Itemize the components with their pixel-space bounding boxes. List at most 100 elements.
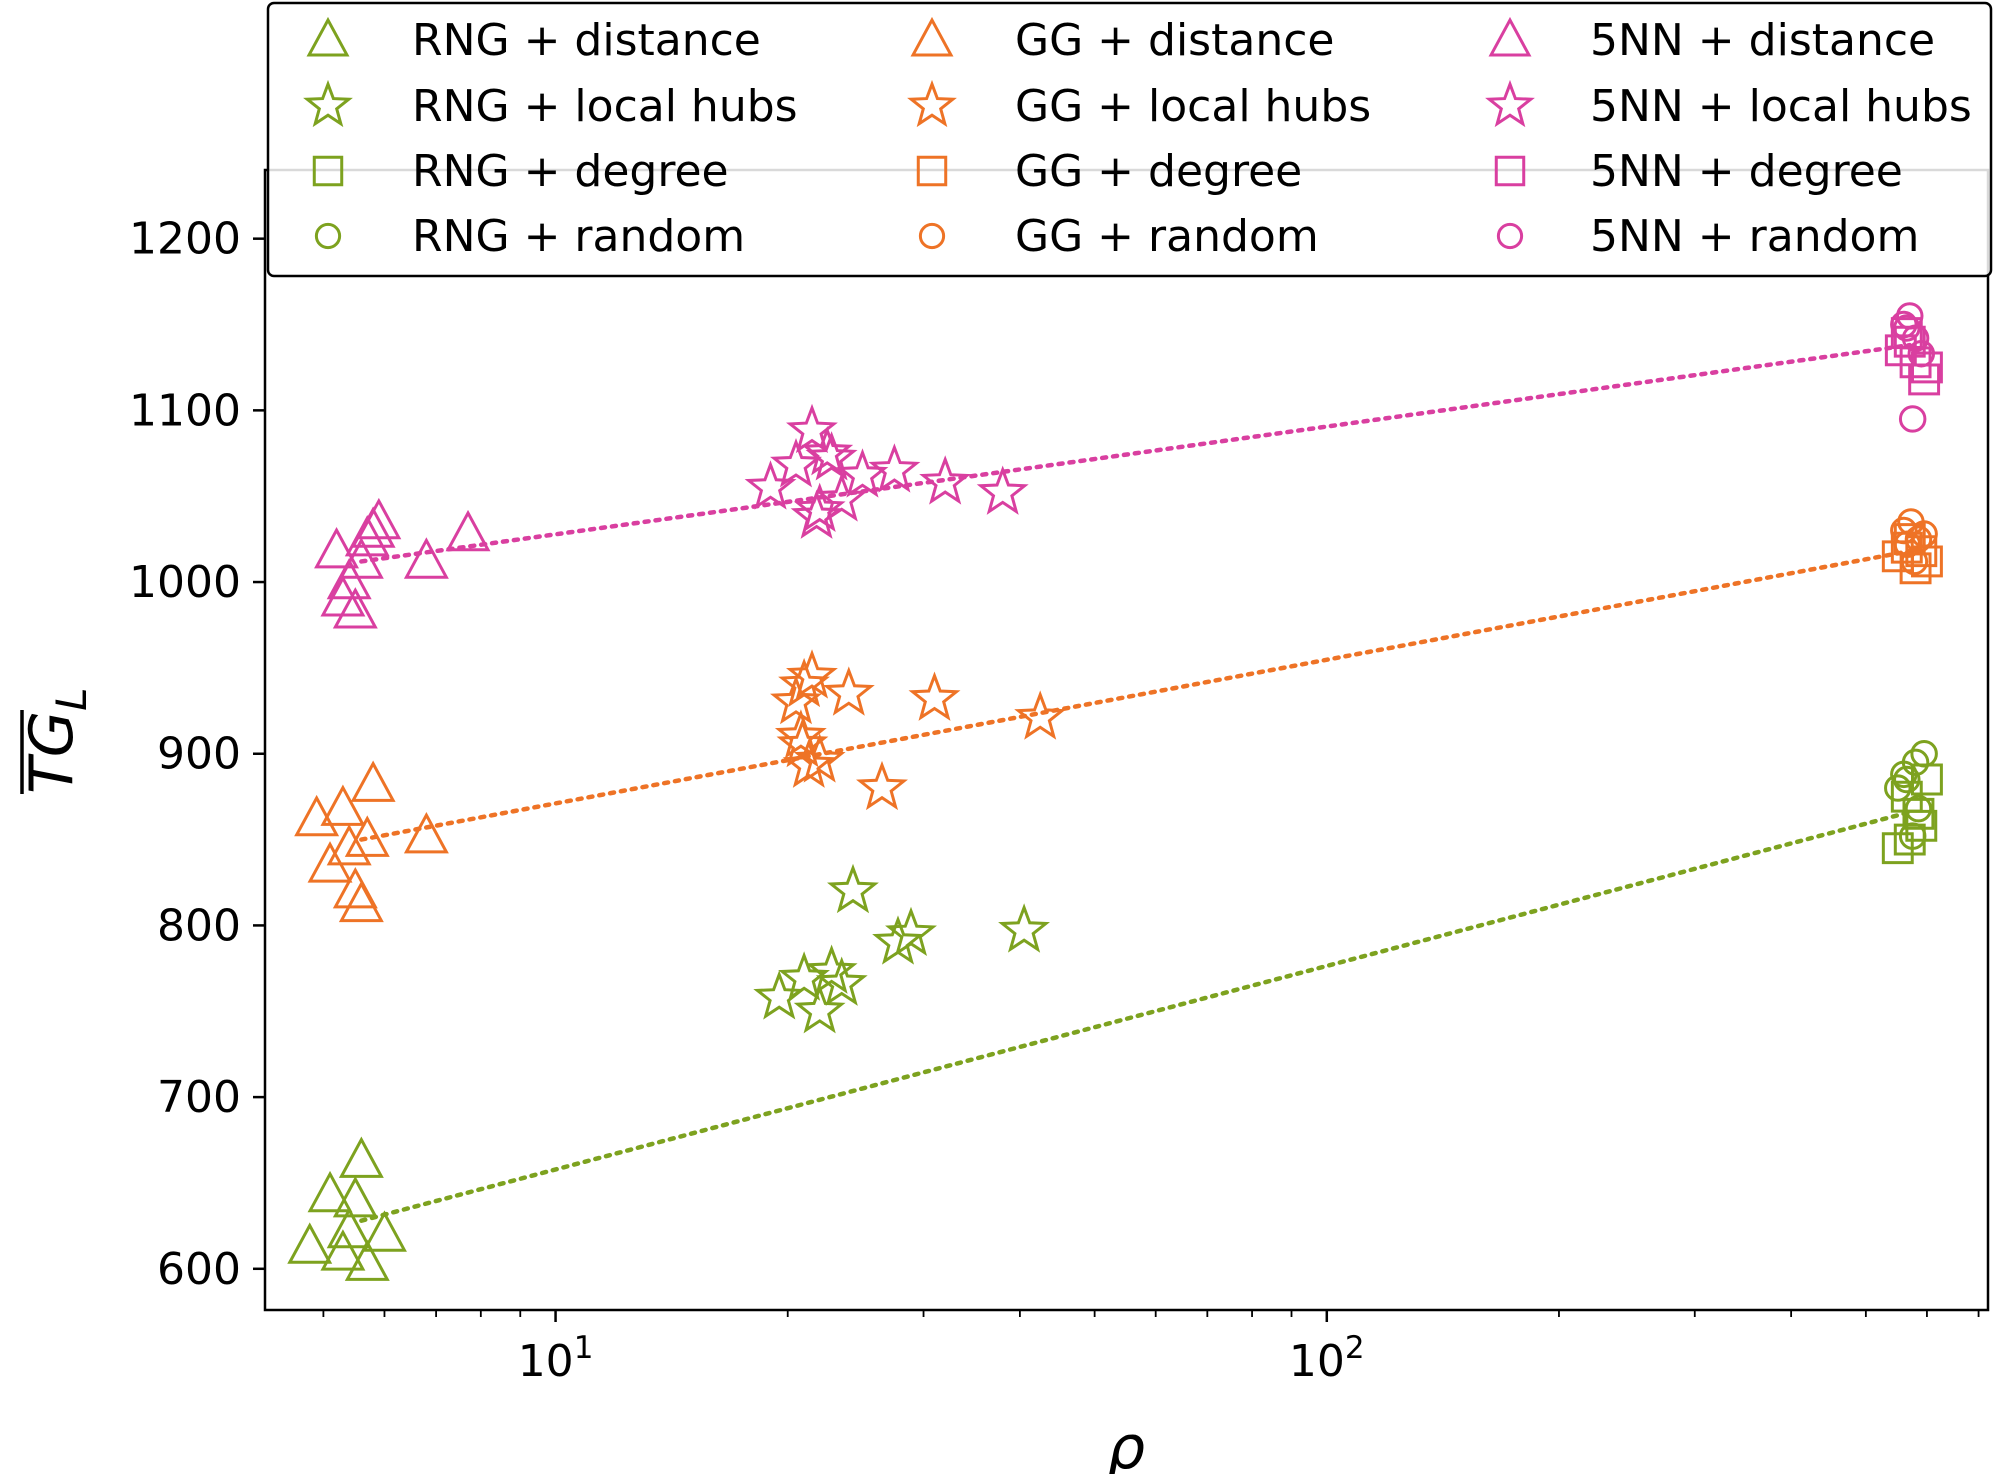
point-gg-distance xyxy=(344,815,390,857)
legend-label: GG + random xyxy=(1015,211,1319,262)
x-tick-label: 101 xyxy=(518,1330,594,1387)
point-gg-random xyxy=(1900,547,1929,576)
legend-marker xyxy=(1496,222,1524,250)
legend-label: GG + distance xyxy=(1015,15,1334,66)
legend-marker xyxy=(918,222,946,250)
y-tick-label: 700 xyxy=(157,1072,241,1123)
trend-lines xyxy=(359,342,1913,1223)
point-gg-local-hubs xyxy=(770,674,822,725)
point-rng-local-hubs xyxy=(753,970,806,1020)
point-5nn-degree xyxy=(1910,351,1943,384)
y-axis: 600 700 800 900 1000 1100 1200 xyxy=(129,214,265,1295)
point-rng-local-hubs xyxy=(885,906,937,957)
point-rng-distance xyxy=(338,1136,384,1178)
y-axis-label-main: TG xyxy=(17,711,87,794)
point-gg-local-hubs xyxy=(778,657,830,708)
legend-label: 5NN + random xyxy=(1590,211,1919,262)
point-rng-distance xyxy=(320,1229,366,1271)
point-5nn-random xyxy=(1907,339,1936,368)
point-gg-distance xyxy=(350,760,396,802)
y-tick-label: 1000 xyxy=(129,557,241,608)
x-axis-label: ρ xyxy=(1107,1413,1145,1474)
data-points xyxy=(287,302,1943,1281)
legend-marker xyxy=(1488,16,1532,57)
legend-marker xyxy=(306,16,350,57)
trend-line-gg xyxy=(359,548,1913,842)
point-rng-random xyxy=(1884,774,1912,802)
point-5nn-local-hubs xyxy=(976,465,1029,515)
point-5nn-local-hubs xyxy=(793,482,846,532)
legend-label: RNG + random xyxy=(412,211,745,262)
point-rng-distance xyxy=(332,1175,378,1218)
point-gg-distance xyxy=(338,880,384,923)
point-5nn-distance xyxy=(332,587,378,629)
point-gg-local-hubs xyxy=(776,717,829,768)
y-tick-label: 600 xyxy=(157,1244,241,1295)
point-rng-distance xyxy=(307,1170,353,1213)
point-gg-random xyxy=(1893,530,1922,559)
point-rng-local-hubs xyxy=(815,956,868,1006)
legend-label: GG + local hubs xyxy=(1015,81,1371,132)
y-axis-label-subscript: L xyxy=(47,687,96,710)
point-5nn-distance xyxy=(338,537,384,579)
point-gg-distance xyxy=(326,824,372,866)
legend-label: 5NN + local hubs xyxy=(1590,81,1972,132)
point-5nn-distance xyxy=(403,537,449,579)
legend-marker xyxy=(916,155,948,187)
x-tick-label: 102 xyxy=(1289,1330,1365,1387)
point-rng-local-hubs xyxy=(805,944,858,994)
point-5nn-distance xyxy=(314,527,360,569)
legend-label: RNG + degree xyxy=(412,146,729,197)
point-gg-local-hubs xyxy=(856,760,908,811)
point-gg-distance xyxy=(320,784,366,826)
point-5nn-distance xyxy=(344,514,390,557)
point-5nn-random xyxy=(1893,314,1921,342)
point-rng-local-hubs xyxy=(827,863,879,914)
point-5nn-local-hubs xyxy=(919,455,972,505)
legend: RNG + distance RNG + local hubs RNG + degr… xyxy=(266,1,1993,278)
legend-marker xyxy=(910,16,954,57)
point-rng-random xyxy=(1893,765,1921,794)
point-rng-random xyxy=(1901,748,1930,777)
point-gg-local-hubs xyxy=(793,733,846,783)
point-rng-random xyxy=(1904,794,1933,823)
trend-line-5nn xyxy=(359,342,1913,564)
point-5nn-local-hubs xyxy=(868,443,921,493)
point-rng-random xyxy=(1898,822,1927,850)
point-gg-local-hubs xyxy=(908,671,961,721)
point-gg-local-hubs xyxy=(774,709,827,759)
legend-label: GG + degree xyxy=(1015,146,1302,197)
legend-marker xyxy=(303,79,353,128)
legend-label: RNG + local hubs xyxy=(412,81,798,132)
y-tick-label: 800 xyxy=(157,900,241,951)
point-5nn-degree xyxy=(1899,346,1932,379)
trend-line-rng xyxy=(359,809,1913,1223)
legend-box xyxy=(266,1,1993,278)
point-rng-degree xyxy=(1902,797,1935,830)
point-5nn-distance xyxy=(326,557,372,600)
point-rng-random xyxy=(1910,739,1938,768)
legend-marker xyxy=(1494,155,1526,187)
point-5nn-distance xyxy=(320,575,366,617)
legend-marker xyxy=(907,79,957,128)
legend-label: 5NN + distance xyxy=(1590,15,1935,66)
svg-text:TGL: TGL xyxy=(17,687,96,794)
point-rng-local-hubs xyxy=(793,984,846,1034)
point-5nn-local-hubs xyxy=(805,431,858,481)
y-tick-label: 1100 xyxy=(129,385,241,436)
point-rng-degree xyxy=(1881,832,1914,865)
point-gg-local-hubs xyxy=(1014,690,1067,740)
point-gg-random xyxy=(1890,516,1918,545)
point-rng-local-hubs xyxy=(998,903,1050,953)
point-gg-local-hubs xyxy=(822,666,875,716)
point-5nn-local-hubs xyxy=(801,426,854,476)
point-5nn-local-hubs xyxy=(790,489,843,539)
point-5nn-random xyxy=(1898,405,1927,433)
legend-marker xyxy=(312,155,344,187)
point-5nn-distance xyxy=(445,509,491,552)
point-rng-distance xyxy=(344,1239,390,1281)
legend-label: RNG + distance xyxy=(412,15,761,66)
legend-marker xyxy=(1485,79,1535,128)
y-tick-label: 1200 xyxy=(129,214,241,265)
point-rng-local-hubs xyxy=(778,951,830,1001)
